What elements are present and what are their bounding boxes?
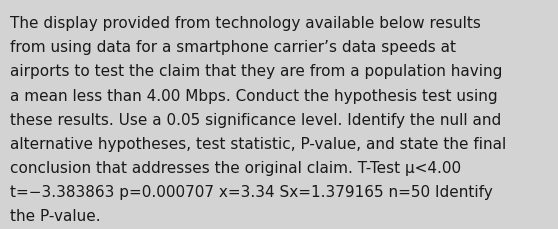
Text: The display provided from technology available below results: The display provided from technology ava…: [10, 16, 481, 31]
Text: airports to test the claim that they are from a population having: airports to test the claim that they are…: [10, 64, 502, 79]
Text: from using data for a smartphone carrier’s data speeds at: from using data for a smartphone carrier…: [10, 40, 456, 55]
Text: these results. Use a 0.05 significance level. Identify the null and: these results. Use a 0.05 significance l…: [10, 112, 501, 127]
Text: a mean less than 4.00 Mbps. Conduct the hypothesis test using: a mean less than 4.00 Mbps. Conduct the …: [10, 88, 498, 103]
Text: the P-value.: the P-value.: [10, 208, 100, 223]
Text: alternative hypotheses, test statistic, P-value, and state the final: alternative hypotheses, test statistic, …: [10, 136, 506, 151]
Text: conclusion that addresses the original claim. T-Test μ<4.00: conclusion that addresses the original c…: [10, 160, 461, 175]
Text: t=−3.383863 p=0.000707 x=3.34 Sx=1.379165 n=50 Identify: t=−3.383863 p=0.000707 x=3.34 Sx=1.37916…: [10, 184, 493, 199]
